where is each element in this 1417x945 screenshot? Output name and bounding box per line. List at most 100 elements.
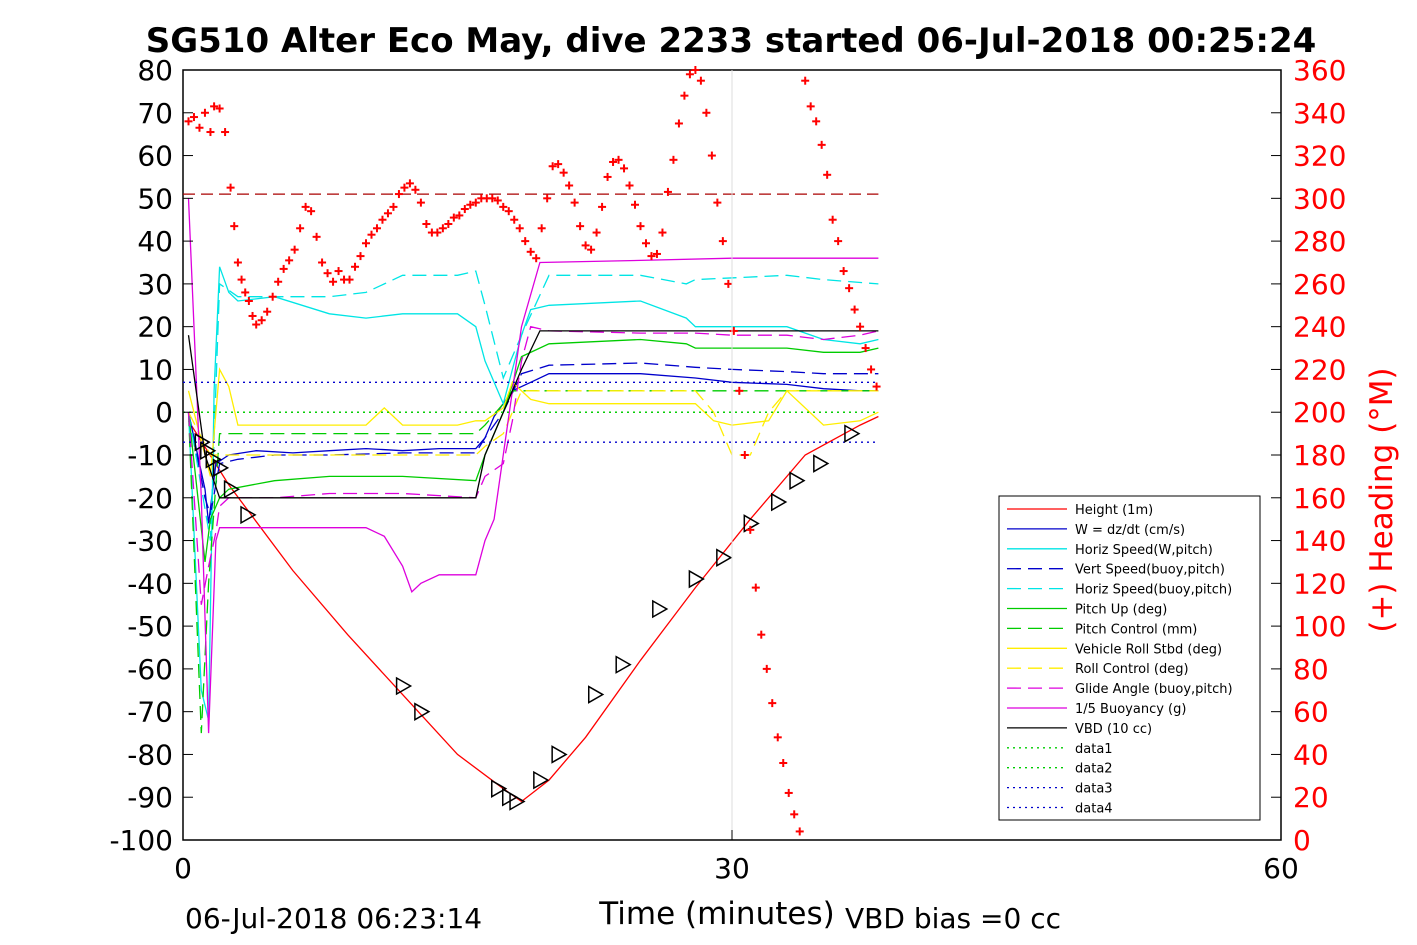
heading-marker <box>592 228 601 237</box>
heading-marker <box>184 117 193 126</box>
triangle-marker <box>223 479 241 499</box>
legend: Height (1m) W = dz/dt (cm/s) Horiz Speed(W… <box>998 495 1261 821</box>
triangle-marker <box>588 685 605 704</box>
heading-marker <box>244 297 253 305</box>
heading-marker <box>812 117 821 126</box>
heading-marker <box>460 205 469 214</box>
y-tick-label-right: 360 <box>1293 54 1346 87</box>
heading-marker <box>248 311 257 320</box>
legend-entry: data3 <box>1075 782 1113 797</box>
triangle-marker <box>509 792 526 811</box>
y-tick-label-right: 20 <box>1293 781 1329 814</box>
heading-marker <box>856 322 865 331</box>
legend-entry: W = dz/dt (cm/s) <box>1075 523 1185 538</box>
triangle-marker <box>212 458 230 478</box>
series-line-10 <box>187 198 879 734</box>
heading-marker <box>845 284 854 293</box>
y-tick-label-right: 0 <box>1293 824 1311 857</box>
y-tick-label: -100 <box>109 824 173 857</box>
legend-entry: Height (1m) <box>1075 503 1153 518</box>
legend-box <box>998 495 1261 821</box>
heading-marker <box>389 202 398 211</box>
y-tick-label-right: 320 <box>1293 140 1346 173</box>
y-tick-label: 30 <box>137 268 173 301</box>
triangle-marker <box>551 745 568 764</box>
heading-marker <box>268 292 277 301</box>
heading-marker <box>221 128 230 137</box>
heading-marker <box>850 305 859 314</box>
y-tick-label-right: 340 <box>1293 97 1346 130</box>
heading-marker <box>713 198 722 207</box>
heading-marker <box>559 168 568 177</box>
heading-marker <box>609 157 618 166</box>
y-tick-label: 20 <box>137 311 173 344</box>
heading-marker <box>318 258 327 267</box>
heading-marker <box>806 102 815 111</box>
heading-marker <box>323 269 332 278</box>
triangle-marker <box>844 424 861 443</box>
heading-marker <box>312 232 321 241</box>
series-line-0 <box>187 415 879 803</box>
heading-marker <box>422 220 431 228</box>
heading-marker <box>537 224 546 233</box>
y-axis-right-label: (+) Heading (°M) <box>1364 367 1400 632</box>
heading-marker <box>455 211 464 220</box>
heading-marker <box>345 275 354 284</box>
y-tick-label: -80 <box>127 738 173 771</box>
triangle-marker <box>194 432 211 452</box>
series-line-8 <box>187 390 879 456</box>
heading-marker <box>263 307 272 316</box>
y-tick-label: 10 <box>137 353 173 386</box>
heading-marker <box>351 262 360 271</box>
heading-marker <box>746 525 755 534</box>
y-tick-label-right: 40 <box>1293 738 1329 771</box>
heading-marker <box>817 140 826 149</box>
y-tick-label-right: 160 <box>1293 482 1346 515</box>
y-tick-label-right: 80 <box>1293 653 1329 686</box>
heading-marker <box>565 181 574 190</box>
heading-marker <box>210 102 219 111</box>
y-tick-label: -40 <box>127 567 173 600</box>
legend-entry: Vert Speed(buoy,pitch) <box>1075 563 1225 578</box>
heading-marker <box>729 326 738 335</box>
heading-marker <box>779 759 788 767</box>
heading-marker <box>652 249 661 258</box>
heading-marker <box>356 252 365 261</box>
heading-marker <box>795 827 804 836</box>
heading-marker <box>521 237 530 246</box>
heading-marker <box>466 200 475 209</box>
heading-marker <box>790 810 799 819</box>
series-line-2 <box>187 266 879 721</box>
triangle-marker <box>771 492 788 512</box>
heading-marker <box>581 241 590 250</box>
heading-marker <box>471 198 480 207</box>
series-line-6 <box>187 390 879 734</box>
heading-marker <box>867 365 876 374</box>
heading-marker <box>784 788 793 797</box>
heading-marker <box>702 108 711 117</box>
heading-marker <box>257 316 266 325</box>
y-tick-label: -10 <box>127 439 173 472</box>
heading-marker <box>861 344 870 353</box>
x-tick-label: 60 <box>1263 852 1299 885</box>
legend-entry: Horiz Speed(W,pitch) <box>1075 543 1213 558</box>
heading-marker <box>189 113 198 122</box>
heading-marker <box>696 76 705 85</box>
legend-entry: Roll Control (deg) <box>1075 662 1189 677</box>
y-tick-label-right: 100 <box>1293 610 1346 643</box>
heading-marker <box>526 247 535 256</box>
legend-entry: Pitch Control (mm) <box>1075 622 1197 637</box>
series-line-9 <box>187 325 879 605</box>
triangle-marker <box>615 655 632 674</box>
heading-marker <box>279 264 288 273</box>
heading-marker <box>691 66 700 74</box>
heading-marker <box>237 275 246 284</box>
heading-marker <box>488 194 497 203</box>
heading-marker <box>839 267 848 276</box>
heading-marker <box>740 451 749 459</box>
heading-marker <box>405 179 414 188</box>
heading-marker <box>215 104 224 113</box>
heading-marker <box>768 699 777 708</box>
heading-marker <box>641 239 650 248</box>
heading-marker <box>757 630 766 639</box>
